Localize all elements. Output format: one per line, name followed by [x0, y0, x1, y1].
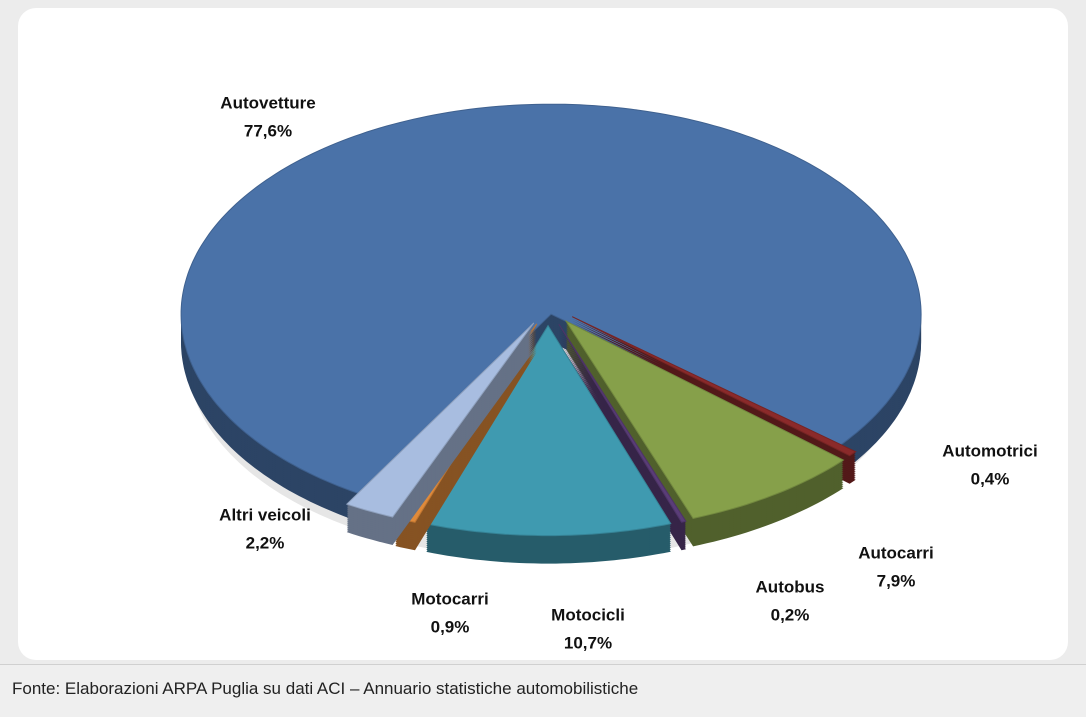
value-label: 2,2% — [246, 533, 285, 552]
slice — [564, 319, 845, 519]
slice-label: Altri veicoli — [219, 505, 311, 524]
slice-label: Autovetture — [220, 93, 315, 112]
chart: Autovetture 77,6% Automotrici 0,4% Autocarri… — [180, 93, 1038, 652]
value-label: 7,9% — [877, 571, 916, 590]
slice-label: Autocarri — [858, 543, 934, 562]
value-label: 0,9% — [431, 617, 470, 636]
slice-label: Automotrici — [942, 441, 1037, 460]
slice-label: Motocicli — [551, 605, 625, 624]
slice — [425, 324, 672, 537]
slice — [572, 316, 857, 457]
value-label: 10,7% — [564, 633, 612, 652]
slice-label: Motocarri — [411, 589, 488, 608]
value-label: 0,4% — [971, 469, 1010, 488]
slice — [345, 322, 535, 518]
value-label: 0,2% — [771, 605, 810, 624]
source: Fonte: Elaborazioni ARPA Puglia su dati … — [12, 679, 639, 698]
value-label: 77,6% — [244, 121, 292, 140]
slice — [558, 323, 687, 523]
footer: Fonte: Elaborazioni ARPA Puglia su dati … — [0, 664, 1086, 717]
slice-label: Autobus — [756, 577, 825, 596]
